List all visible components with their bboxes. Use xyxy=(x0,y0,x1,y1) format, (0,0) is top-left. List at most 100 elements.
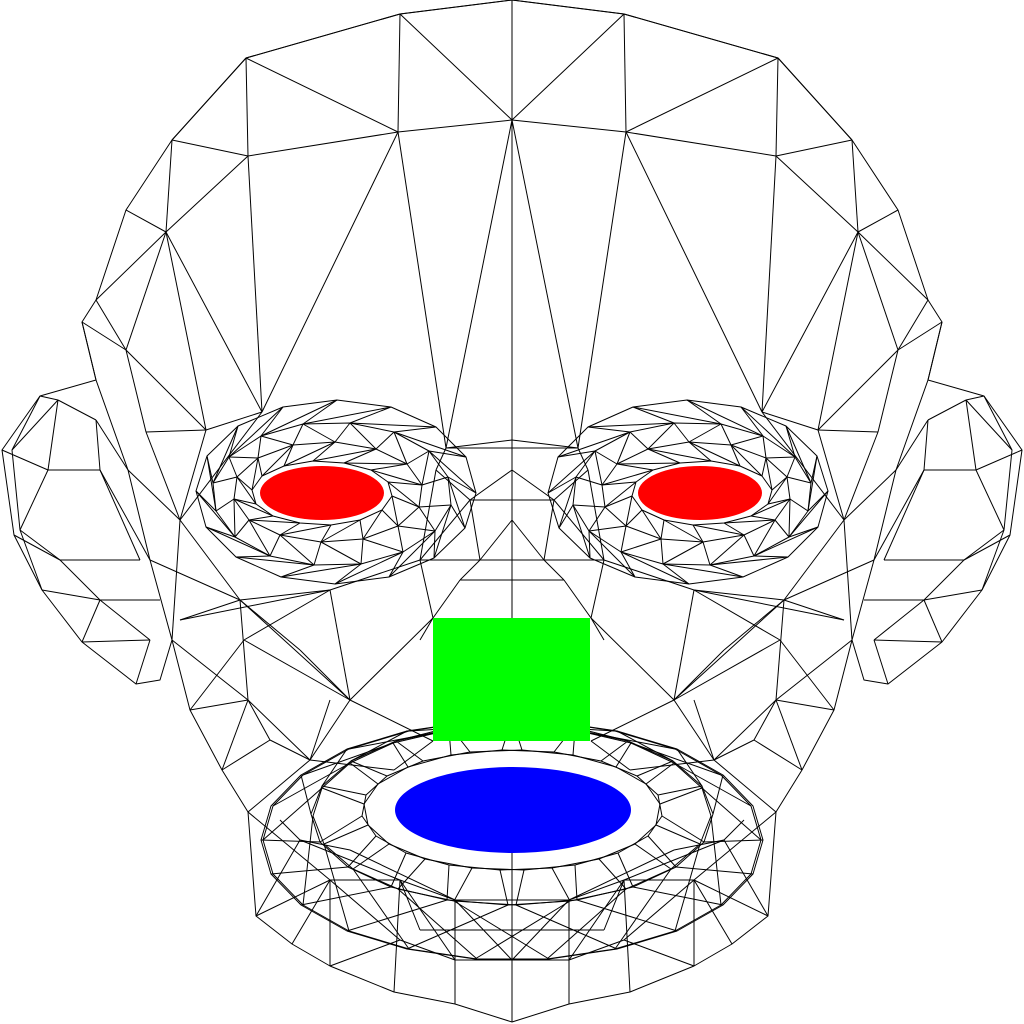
mesh-edge-128 xyxy=(233,498,274,517)
mesh-edge-5 xyxy=(245,57,399,133)
mesh-edge-470 xyxy=(574,729,676,750)
mesh-edge-204 xyxy=(447,476,466,529)
mesh-edge-324 xyxy=(243,589,331,641)
mesh-edge-398 xyxy=(661,815,705,843)
mesh-edge-455 xyxy=(350,760,388,777)
mesh-edge-466 xyxy=(710,815,722,906)
mesh-edge-486 xyxy=(399,939,456,961)
mesh-edge-237 xyxy=(572,504,606,508)
mesh-edge-408 xyxy=(349,762,379,785)
mesh-edge-24 xyxy=(399,0,513,15)
mesh-edge-343 xyxy=(269,739,311,761)
mesh-edge-106 xyxy=(873,639,943,643)
mesh-edge-458 xyxy=(270,866,349,875)
mesh-edge-400 xyxy=(617,852,634,888)
mesh-edge-92 xyxy=(1003,449,1013,531)
mesh-edge-109 xyxy=(873,469,925,561)
mesh-edge-516 xyxy=(568,879,625,961)
mesh-edge-85 xyxy=(99,469,151,561)
mesh-edge-318 xyxy=(149,559,241,601)
mesh-edge-131 xyxy=(236,476,253,491)
mesh-edge-384 xyxy=(563,579,592,619)
mesh-edge-379 xyxy=(553,469,589,501)
mesh-edge-173 xyxy=(450,504,466,529)
mouth xyxy=(395,767,631,853)
mesh-edge-94 xyxy=(923,559,965,601)
mesh-edge-29 xyxy=(125,349,147,433)
mesh-edge-3 xyxy=(399,13,513,121)
mesh-edge-246 xyxy=(743,534,755,557)
mesh-edge-260 xyxy=(629,431,649,450)
mesh-edge-95 xyxy=(873,599,925,641)
mesh-edge-394 xyxy=(753,739,803,771)
mesh-edge-244 xyxy=(702,541,711,566)
mesh-edge-518 xyxy=(723,819,745,841)
mesh-edge-468 xyxy=(673,762,752,807)
mesh-edge-399 xyxy=(647,835,677,868)
mesh-edge-223 xyxy=(771,476,788,491)
mesh-edge-427 xyxy=(272,762,351,807)
mesh-edge-249 xyxy=(788,498,791,538)
mesh-edge-161 xyxy=(228,456,259,459)
mesh-edge-241 xyxy=(620,538,662,553)
mesh-edge-456 xyxy=(321,785,367,796)
mesh-edge-150 xyxy=(360,538,364,565)
mesh-edge-80 xyxy=(13,534,61,561)
mesh-edge-319 xyxy=(189,699,249,711)
mesh-edge-308 xyxy=(419,559,434,619)
mesh-edge-167 xyxy=(349,422,377,450)
mesh-edge-331 xyxy=(419,469,437,561)
mesh-edge-476 xyxy=(300,774,312,815)
mesh-edge-84 xyxy=(95,419,129,471)
mesh-edge-245 xyxy=(709,534,745,566)
mesh-edge-322 xyxy=(179,589,331,621)
mesh-edge-464 xyxy=(614,868,672,950)
mesh-edge-176 xyxy=(388,530,436,578)
mesh-edge-83 xyxy=(135,639,151,685)
mesh-edge-147 xyxy=(397,525,436,532)
mesh-edge-435 xyxy=(712,774,724,815)
mesh-edge-405 xyxy=(352,843,390,870)
mesh-edge-407 xyxy=(321,787,365,805)
mesh-edge-390 xyxy=(723,599,785,651)
mesh-edge-489 xyxy=(247,811,331,881)
mesh-edge-174 xyxy=(433,504,452,559)
mesh-edge-189 xyxy=(206,455,214,484)
mesh-edge-293 xyxy=(557,450,596,458)
mesh-edge-214 xyxy=(663,519,704,543)
mesh-edge-7 xyxy=(171,139,249,157)
mesh-edge-378 xyxy=(543,499,555,561)
mesh-edge-391 xyxy=(693,699,715,761)
mesh-edge-367 xyxy=(783,559,875,601)
mesh-edge-151 xyxy=(320,541,362,565)
mesh-edge-216 xyxy=(692,524,745,536)
mesh-edge-441 xyxy=(390,852,407,888)
mesh-edge-172 xyxy=(421,476,449,486)
mesh-edge-344 xyxy=(247,699,271,741)
mesh-edge-48 xyxy=(897,299,929,351)
mesh-edge-515 xyxy=(623,879,695,941)
mesh-edge-34 xyxy=(625,57,779,133)
mesh-edge-121 xyxy=(359,519,364,540)
mesh-edge-264 xyxy=(575,476,603,486)
mesh-edge-350 xyxy=(775,699,803,771)
mesh-edge-183 xyxy=(235,555,271,558)
mesh-edge-225 xyxy=(761,457,767,477)
mesh-edge-226 xyxy=(730,444,763,477)
mesh-edge-247 xyxy=(753,519,776,557)
mesh-edge-511 xyxy=(693,879,733,945)
mesh-edge-58 xyxy=(877,349,899,433)
mesh-edge-276 xyxy=(753,526,819,557)
mesh-edge-17 xyxy=(125,231,167,351)
right-eye xyxy=(638,466,762,520)
mesh-edge-497 xyxy=(349,849,456,901)
mesh-edge-125 xyxy=(279,522,301,536)
mesh-edge-423 xyxy=(352,868,410,950)
mesh-edge-310 xyxy=(247,759,311,813)
mesh-edge-135 xyxy=(283,444,294,467)
mesh-edge-103 xyxy=(975,449,1023,471)
mesh-edge-286 xyxy=(686,399,764,437)
mesh-edge-502 xyxy=(568,879,625,901)
mesh-edge-180 xyxy=(280,563,362,578)
nose xyxy=(433,618,590,741)
